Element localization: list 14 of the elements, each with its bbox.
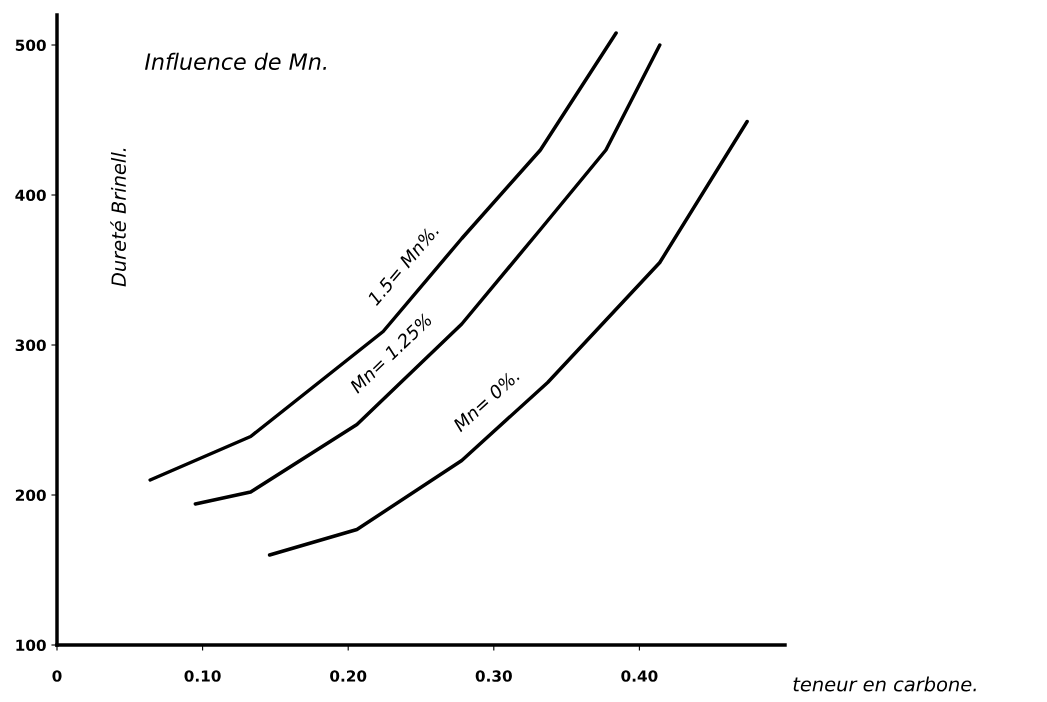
y-tick-label: 200 [15, 489, 46, 502]
x-tick-label: 0 [52, 670, 62, 682]
y-tick-label: 400 [15, 189, 46, 202]
line-series [267, 119, 749, 557]
x-tick-label: 0.20 [330, 670, 367, 682]
y-tick-label: 500 [15, 39, 46, 52]
x-axis-title: teneur en carbone. [793, 676, 976, 692]
x-tick-label: 0.10 [184, 670, 221, 682]
y-tick-label: 300 [15, 339, 46, 352]
x-tick-label: 0.40 [621, 670, 658, 682]
y-tick-label: 100 [16, 639, 46, 652]
x-tick-label: 0.30 [475, 670, 512, 682]
y-axis-title: Dureté Brinell. [110, 148, 127, 287]
text: Influence de Mn. [144, 52, 326, 70]
